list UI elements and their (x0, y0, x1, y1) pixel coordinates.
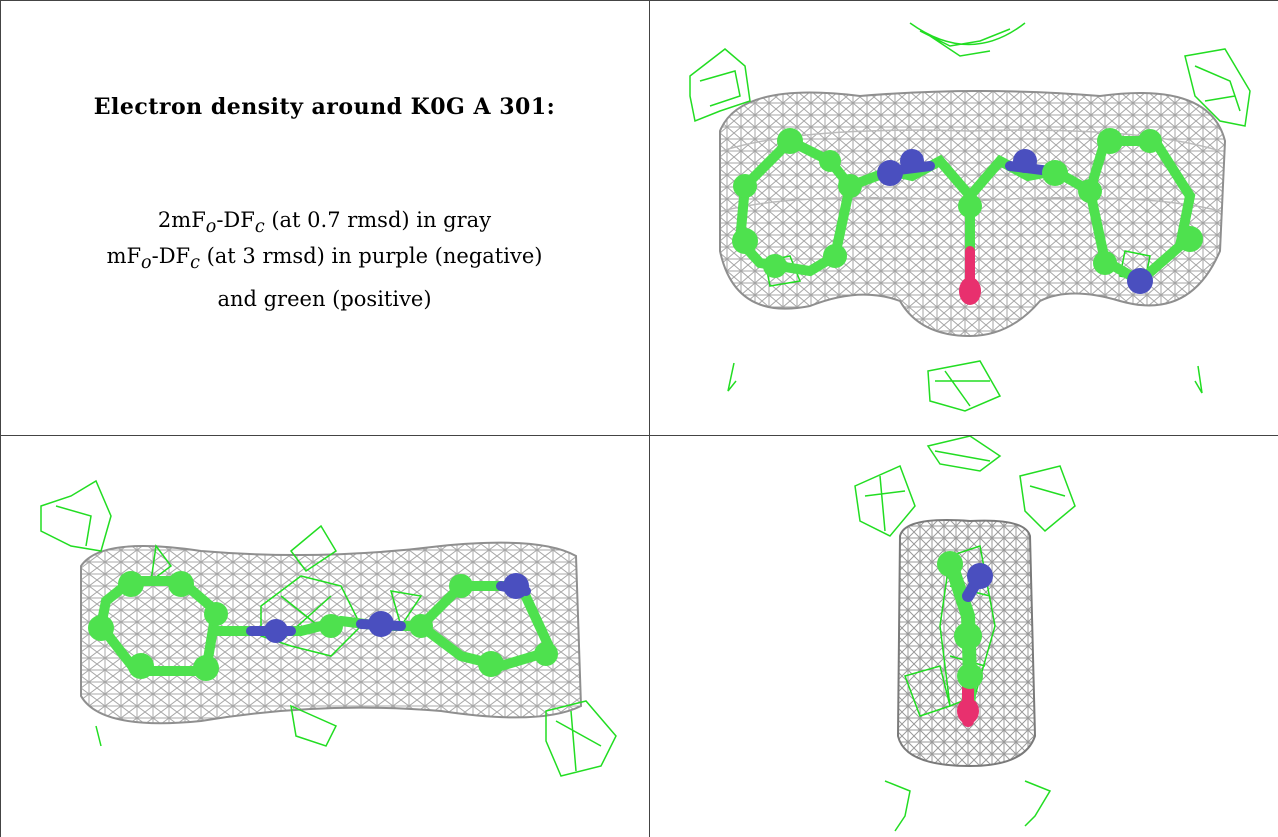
figure-title: Electron density around K0G A 301: (93, 94, 556, 120)
density-view-front (650, 1, 1278, 435)
ligand-atoms (937, 551, 993, 724)
caption-line-2: mFo-DFc (at 3 rmsd) in purple (negative) (0, 244, 649, 273)
table-border-left (0, 0, 1, 837)
caption-line-1-sub2: c (254, 217, 265, 238)
table-divider-horizontal (0, 435, 1278, 436)
table-divider-vertical (649, 0, 650, 837)
caption-line-1: 2mFo-DFc (at 0.7 rmsd) in gray (0, 208, 649, 237)
caption-line-2-mid: -DF (151, 244, 191, 268)
caption-line-1-mid: -DF (216, 208, 255, 232)
density-render-end-on (854, 436, 1076, 832)
caption-line-2-post: (at 3 rmsd) in purple (negative) (199, 244, 543, 268)
ligand-atoms (88, 571, 558, 681)
density-render-side (40, 479, 617, 777)
table-border-top (0, 0, 1278, 1)
caption-line-2-pre: mF (106, 244, 142, 268)
caption-line-1-pre: 2mF (157, 208, 206, 232)
density-view-end-on (650, 436, 1278, 837)
caption-line-2-sub2: c (190, 253, 200, 274)
caption-line-2-sub1: o (141, 253, 152, 274)
ligand-atoms (732, 128, 1203, 305)
density-render-front (689, 22, 1251, 412)
caption-line-3: and green (positive) (217, 287, 432, 311)
density-view-side (1, 436, 649, 837)
caption-line-1-sub1: o (205, 217, 217, 238)
caption-line-1-post: (at 0.7 rmsd) in gray (264, 208, 492, 232)
